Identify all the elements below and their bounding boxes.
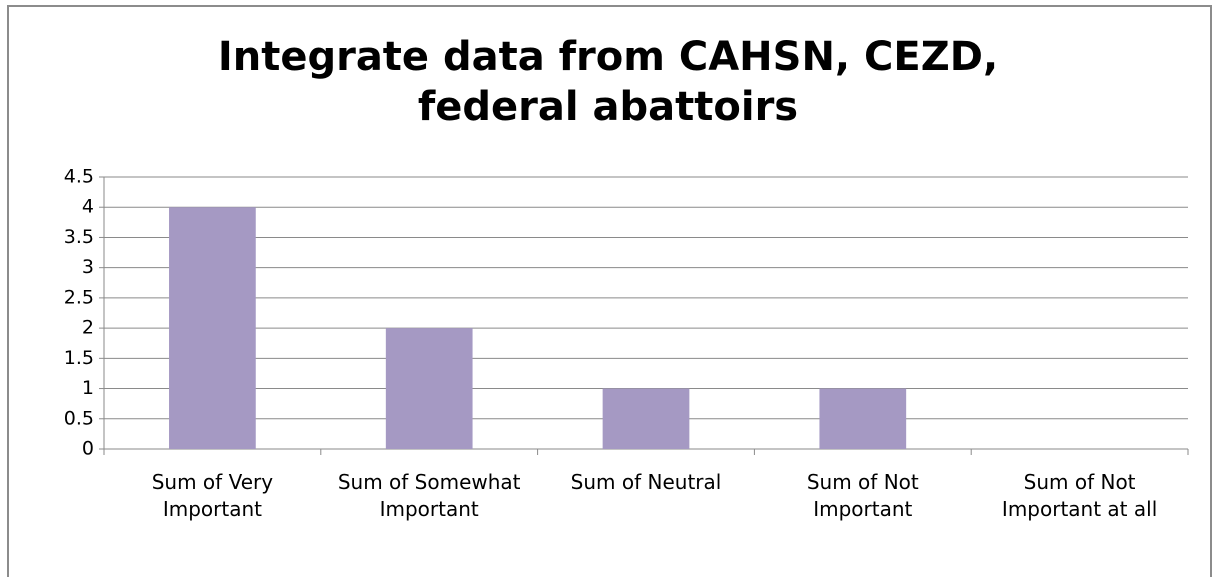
y-tick-label: 0: [82, 438, 94, 460]
x-tick-label: Sum of Neutral: [570, 470, 722, 494]
y-tick-label: 0.5: [64, 407, 94, 429]
x-tick-label: Sum of Not Important: [806, 470, 919, 521]
y-tick-label: 2: [82, 317, 94, 339]
chart-title: Integrate data from CAHSN, CEZD, federal…: [217, 34, 999, 130]
x-tick-label: Sum of Very Important: [151, 470, 274, 521]
x-tick-label: Sum of Not Important at all: [1001, 470, 1158, 521]
y-tick-label: 2.5: [64, 286, 94, 308]
bar: [819, 388, 907, 449]
bar: [169, 207, 256, 449]
x-tick-label: Sum of Somewhat Important: [337, 470, 521, 521]
y-tick-label: 3.5: [64, 226, 94, 248]
bar: [602, 388, 690, 449]
y-tick-label: 4: [82, 196, 94, 218]
y-tick-label: 4.5: [64, 166, 94, 188]
chart-frame: [7, 5, 1212, 577]
y-tick-label: 1: [82, 377, 94, 399]
bar: [385, 328, 473, 449]
y-tick-label: 1.5: [64, 347, 94, 369]
y-tick-label: 3: [82, 256, 94, 278]
